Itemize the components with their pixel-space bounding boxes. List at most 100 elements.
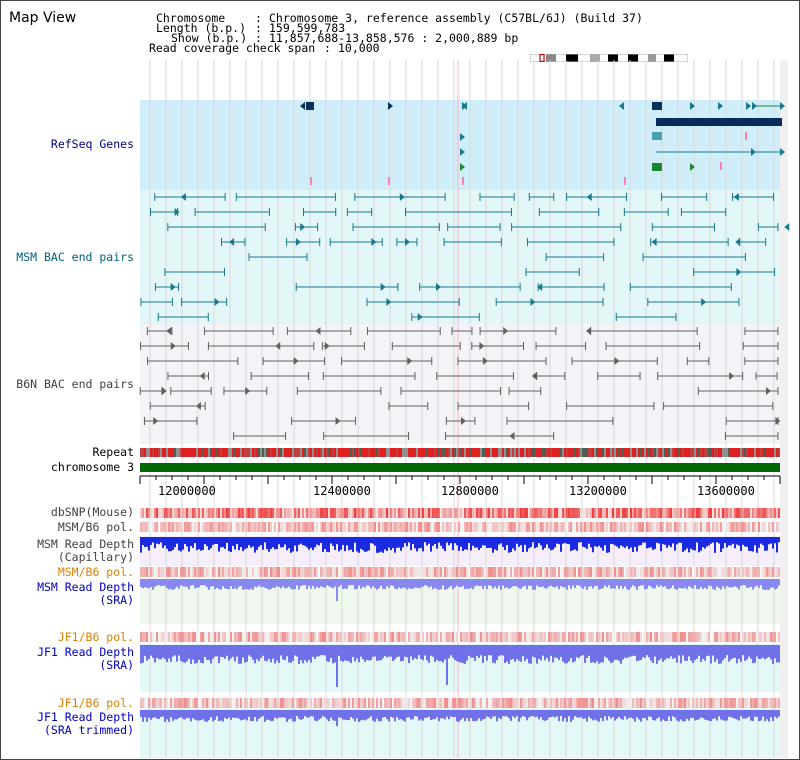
polymorphism-cell (288, 632, 290, 642)
polymorphism-cell (492, 632, 494, 642)
read-depth-bar (274, 710, 276, 718)
read-depth-bar (336, 710, 338, 726)
polymorphism-cell (614, 522, 616, 532)
polymorphism-cell (332, 567, 334, 577)
read-depth-bar (360, 579, 362, 589)
polymorphism-cell (730, 508, 732, 518)
read-depth-bar (368, 645, 370, 661)
polymorphism-cell (438, 632, 440, 642)
read-depth-bar (548, 537, 550, 549)
polymorphism-cell (186, 567, 188, 577)
read-depth-bar (380, 579, 382, 586)
read-depth-bar (598, 710, 600, 722)
read-depth-bar (530, 710, 532, 717)
read-depth-bar (320, 710, 322, 719)
polymorphism-cell (332, 522, 334, 532)
repeat-bar (708, 448, 710, 457)
repeat-bar (220, 448, 222, 457)
track-label-refseq[interactable]: RefSeq Genes (50, 137, 134, 151)
polymorphism-cell (258, 632, 260, 642)
polymorphism-cell (526, 632, 528, 642)
read-depth-bar (698, 710, 700, 720)
polymorphism-cell (550, 508, 552, 518)
track-label-msm-depth-capillary[interactable]: MSM Read Depth (37, 537, 134, 551)
polymorphism-cell (572, 698, 574, 708)
polymorphism-cell (488, 632, 490, 642)
read-depth-bar (518, 537, 520, 547)
track-label-msm-bac[interactable]: MSM BAC end pairs (16, 250, 134, 264)
read-depth-bar (492, 537, 494, 553)
read-depth-bar (488, 710, 490, 718)
read-depth-bar (526, 579, 528, 590)
polymorphism-cell (188, 522, 190, 532)
polymorphism-cell (188, 698, 190, 708)
polymorphism-cell (218, 522, 220, 532)
track-label-repeat[interactable]: Repeat (92, 445, 134, 459)
polymorphism-cell (190, 567, 192, 577)
gene-arrow (293, 357, 299, 365)
polymorphism-cell (356, 698, 358, 708)
polymorphism-cell (174, 522, 176, 532)
read-depth-bar (268, 645, 270, 659)
polymorphism-cell (546, 508, 548, 518)
read-depth-bar (762, 645, 764, 658)
track-label-jf1-depth-trimmed[interactable]: JF1 Read Depth (37, 710, 134, 724)
polymorphism-cell (494, 567, 496, 577)
polymorphism-cell (344, 698, 346, 708)
polymorphism-cell (338, 508, 340, 518)
read-depth-bar (284, 579, 286, 589)
track-label-jf1-b6-pol[interactable]: JF1/B6 pol. (57, 630, 134, 644)
polymorphism-cell (614, 567, 616, 577)
polymorphism-cell (700, 698, 702, 708)
track-label-msm-b6-pol-2[interactable]: MSM/B6 pol. (57, 565, 134, 579)
polymorphism-cell (510, 567, 512, 577)
polymorphism-cell (356, 508, 358, 518)
read-depth-bar (308, 645, 310, 660)
polymorphism-cell (522, 698, 524, 708)
read-depth-bar (384, 537, 386, 550)
polymorphism-cell (158, 567, 160, 577)
read-depth-bar (742, 710, 744, 719)
polymorphism-cell (210, 698, 212, 708)
polymorphism-cell (776, 698, 778, 708)
track-label-jf1-depth-sra[interactable]: JF1 Read Depth (37, 645, 134, 659)
polymorphism-cell (442, 522, 444, 532)
read-depth-bar (758, 537, 760, 548)
polymorphism-cell (660, 508, 662, 518)
read-depth-bar (182, 710, 184, 719)
polymorphism-cell (528, 508, 530, 518)
track-label-chromosome[interactable]: chromosome 3 (50, 460, 134, 474)
read-depth-bar (512, 579, 514, 587)
polymorphism-cell (512, 632, 514, 642)
polymorphism-cell (152, 567, 154, 577)
track-label-dbsnp[interactable]: dbSNP(Mouse) (50, 505, 134, 519)
read-depth-bar (248, 537, 250, 546)
read-depth-bar (646, 710, 648, 721)
polymorphism-cell (702, 508, 704, 518)
polymorphism-cell (344, 567, 346, 577)
gene-arrow (780, 102, 785, 110)
polymorphism-cell (618, 567, 620, 577)
polymorphism-cell (410, 522, 412, 532)
polymorphism-cell (318, 508, 320, 518)
polymorphism-cell (200, 698, 202, 708)
repeat-bar (550, 448, 552, 457)
read-depth-bar (522, 537, 524, 552)
track-label-b6n-bac[interactable]: B6N BAC end pairs (16, 377, 134, 391)
polymorphism-cell (760, 632, 762, 642)
chromosome-ideogram[interactable] (530, 54, 688, 62)
read-depth-bar (184, 537, 186, 544)
polymorphism-cell (518, 522, 520, 532)
repeat-bar (394, 448, 396, 457)
track-label-msm-depth-sra[interactable]: MSM Read Depth (37, 580, 134, 594)
polymorphism-cell (466, 632, 468, 642)
polymorphism-cell (654, 632, 656, 642)
polymorphism-cell (294, 522, 296, 532)
track-label-msm-b6-pol[interactable]: MSM/B6 pol. (57, 520, 134, 534)
repeat-bar (594, 448, 596, 457)
read-depth-bar (532, 537, 534, 543)
read-depth-bar (580, 710, 582, 718)
refseq-marker (388, 177, 390, 185)
track-label-jf1-b6-pol-2[interactable]: JF1/B6 pol. (57, 696, 134, 710)
